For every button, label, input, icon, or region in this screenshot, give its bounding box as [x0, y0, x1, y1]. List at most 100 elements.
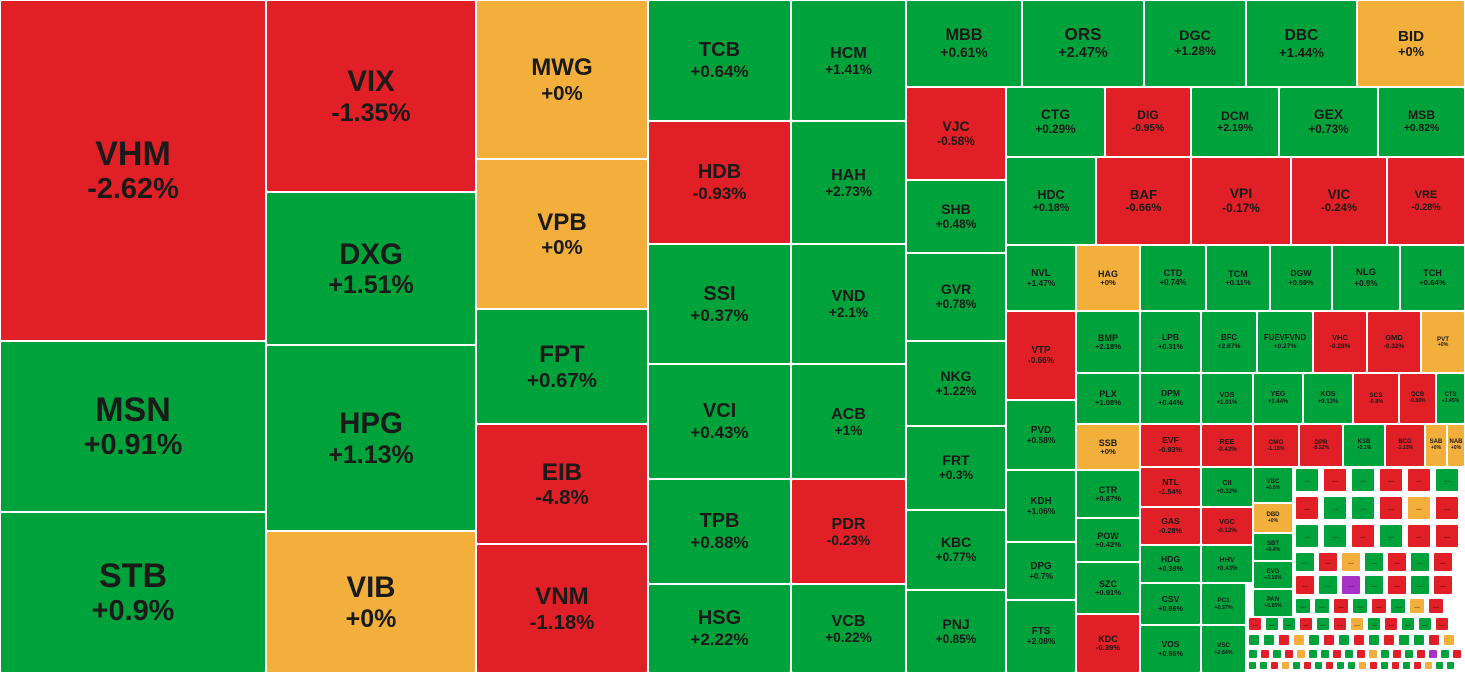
- treemap-tile-vbc[interactable]: VBC +0.6%: [1253, 467, 1293, 503]
- treemap-tile-small[interactable]: [1428, 649, 1438, 659]
- treemap-tile-small[interactable]: ...: [1418, 617, 1432, 631]
- treemap-tile-sbt[interactable]: SBT +0.4%: [1253, 533, 1293, 561]
- treemap-tile-small[interactable]: ...: [1401, 617, 1415, 631]
- treemap-tile-small[interactable]: [1380, 649, 1390, 659]
- treemap-tile-frt[interactable]: FRT +0.3%: [906, 426, 1006, 510]
- treemap-tile-yeg[interactable]: YEG +1.44%: [1253, 373, 1303, 424]
- treemap-tile-nab[interactable]: NAB +0%: [1447, 424, 1465, 467]
- treemap-tile-small[interactable]: ...: [1314, 598, 1330, 614]
- treemap-tile-small[interactable]: [1347, 661, 1356, 670]
- treemap-tile-small[interactable]: [1369, 661, 1378, 670]
- treemap-tile-small[interactable]: ...: [1350, 617, 1364, 631]
- treemap-tile-scs[interactable]: SCS -0.8%: [1353, 373, 1399, 424]
- treemap-tile-small[interactable]: [1391, 661, 1400, 670]
- treemap-tile-tcb[interactable]: TCB +0.64%: [648, 0, 791, 121]
- treemap-tile-dgw[interactable]: DGW +0.59%: [1270, 245, 1332, 311]
- treemap-tile-small[interactable]: [1435, 661, 1444, 670]
- treemap-tile-vpb[interactable]: VPB +0%: [476, 159, 648, 309]
- treemap-tile-baf[interactable]: BAF -0.66%: [1096, 157, 1191, 245]
- treemap-tile-pan[interactable]: PAN +0.85%: [1253, 589, 1293, 617]
- treemap-tile-hdc[interactable]: HDC +0.18%: [1006, 157, 1096, 245]
- treemap-tile-vpi[interactable]: VPI -0.17%: [1191, 157, 1291, 245]
- treemap-tile-small[interactable]: [1325, 661, 1334, 670]
- treemap-tile-tch[interactable]: TCH +0.64%: [1400, 245, 1465, 311]
- treemap-tile-hdb[interactable]: HDB -0.93%: [648, 121, 791, 244]
- treemap-tile-small[interactable]: [1402, 661, 1411, 670]
- treemap-tile-small[interactable]: [1440, 649, 1450, 659]
- treemap-tile-small[interactable]: [1323, 634, 1335, 646]
- treemap-tile-ors[interactable]: ORS +2.47%: [1022, 0, 1144, 87]
- treemap-tile-cts[interactable]: CTS +1.45%: [1436, 373, 1465, 424]
- treemap-tile-small[interactable]: ...: [1295, 496, 1319, 520]
- treemap-tile-vre[interactable]: VRE -0.28%: [1387, 157, 1465, 245]
- treemap-tile-gex[interactable]: GEX +0.73%: [1279, 87, 1378, 157]
- treemap-tile-nvl[interactable]: NVL +1.47%: [1006, 245, 1076, 311]
- treemap-tile-small[interactable]: ...: [1351, 468, 1375, 492]
- treemap-tile-small[interactable]: [1332, 649, 1342, 659]
- treemap-tile-msn[interactable]: MSN +0.91%: [0, 341, 266, 512]
- treemap-tile-small[interactable]: ...: [1379, 468, 1403, 492]
- treemap-tile-vic[interactable]: VIC -0.24%: [1291, 157, 1387, 245]
- treemap-tile-small[interactable]: ...: [1295, 524, 1319, 548]
- treemap-tile-evg[interactable]: EVG +3.16%: [1253, 561, 1293, 589]
- treemap-tile-dbd[interactable]: DBD +0%: [1253, 503, 1293, 533]
- treemap-tile-mbb[interactable]: MBB +0.61%: [906, 0, 1022, 87]
- treemap-tile-bmp[interactable]: BMP +2.18%: [1076, 311, 1140, 373]
- treemap-tile-small[interactable]: [1356, 649, 1366, 659]
- treemap-tile-pnj[interactable]: PNJ +0.85%: [906, 590, 1006, 673]
- treemap-tile-ksb[interactable]: KSB +2.1%: [1343, 424, 1385, 467]
- treemap-tile-kbc[interactable]: KBC +0.77%: [906, 510, 1006, 590]
- treemap-tile-small[interactable]: [1344, 649, 1354, 659]
- treemap-tile-small[interactable]: ...: [1341, 575, 1361, 595]
- treemap-tile-small[interactable]: [1320, 649, 1330, 659]
- treemap-tile-small[interactable]: ...: [1333, 617, 1347, 631]
- treemap-tile-sab[interactable]: SAB +0%: [1425, 424, 1447, 467]
- treemap-tile-small[interactable]: ...: [1410, 552, 1430, 572]
- treemap-tile-small[interactable]: ...: [1407, 524, 1431, 548]
- treemap-tile-small[interactable]: ...: [1299, 617, 1313, 631]
- treemap-tile-small[interactable]: ...: [1351, 524, 1375, 548]
- treemap-tile-small[interactable]: ...: [1323, 524, 1347, 548]
- treemap-tile-small[interactable]: [1368, 649, 1378, 659]
- treemap-tile-small[interactable]: ...: [1410, 575, 1430, 595]
- treemap-tile-small[interactable]: ...: [1435, 496, 1459, 520]
- treemap-tile-vgc[interactable]: VGC -0.12%: [1201, 507, 1253, 545]
- treemap-tile-small[interactable]: [1358, 661, 1367, 670]
- treemap-tile-hsg[interactable]: HSG +2.22%: [648, 584, 791, 673]
- treemap-tile-vnm[interactable]: VNM -1.18%: [476, 544, 648, 673]
- treemap-tile-small[interactable]: ...: [1379, 496, 1403, 520]
- treemap-tile-cmg[interactable]: CMG -1.18%: [1253, 424, 1299, 467]
- treemap-tile-small[interactable]: ...: [1371, 598, 1387, 614]
- treemap-tile-nlg[interactable]: NLG +0.9%: [1332, 245, 1400, 311]
- treemap-tile-acb[interactable]: ACB +1%: [791, 364, 906, 479]
- treemap-tile-small[interactable]: [1336, 661, 1345, 670]
- treemap-tile-bid[interactable]: BID +0%: [1357, 0, 1465, 87]
- treemap-tile-small[interactable]: ...: [1341, 552, 1361, 572]
- treemap-tile-small[interactable]: [1413, 634, 1425, 646]
- treemap-tile-tpb[interactable]: TPB +0.88%: [648, 479, 791, 584]
- treemap-tile-gas[interactable]: GAS -0.28%: [1140, 507, 1201, 545]
- treemap-tile-kdh[interactable]: KDH +1.06%: [1006, 470, 1076, 542]
- treemap-tile-vhc[interactable]: VHC -0.28%: [1313, 311, 1367, 373]
- treemap-tile-small[interactable]: ...: [1407, 468, 1431, 492]
- treemap-tile-dxg[interactable]: DXG +1.51%: [266, 192, 476, 345]
- treemap-tile-pc1[interactable]: PC1 +0.37%: [1201, 583, 1246, 625]
- treemap-tile-small[interactable]: [1248, 649, 1258, 659]
- treemap-tile-small[interactable]: [1281, 661, 1290, 670]
- treemap-tile-small[interactable]: [1308, 649, 1318, 659]
- treemap-tile-fpt[interactable]: FPT +0.67%: [476, 309, 648, 424]
- treemap-tile-small[interactable]: [1416, 649, 1426, 659]
- treemap-tile-small[interactable]: [1303, 661, 1312, 670]
- treemap-tile-small[interactable]: ...: [1295, 598, 1311, 614]
- treemap-tile-dgc[interactable]: DGC +1.28%: [1144, 0, 1246, 87]
- treemap-tile-small[interactable]: [1272, 649, 1282, 659]
- treemap-tile-small[interactable]: ...: [1295, 575, 1315, 595]
- treemap-tile-kos[interactable]: KOS +0.13%: [1303, 373, 1353, 424]
- treemap-tile-dcm[interactable]: DCM +2.19%: [1191, 87, 1279, 157]
- treemap-tile-small[interactable]: [1259, 661, 1268, 670]
- treemap-tile-hag[interactable]: HAG +0%: [1076, 245, 1140, 311]
- treemap-tile-nkg[interactable]: NKG +1.22%: [906, 341, 1006, 426]
- treemap-tile-small[interactable]: [1248, 634, 1260, 646]
- treemap-tile-pow[interactable]: POW +0.42%: [1076, 518, 1140, 562]
- treemap-tile-dpg[interactable]: DPG +0.7%: [1006, 542, 1076, 600]
